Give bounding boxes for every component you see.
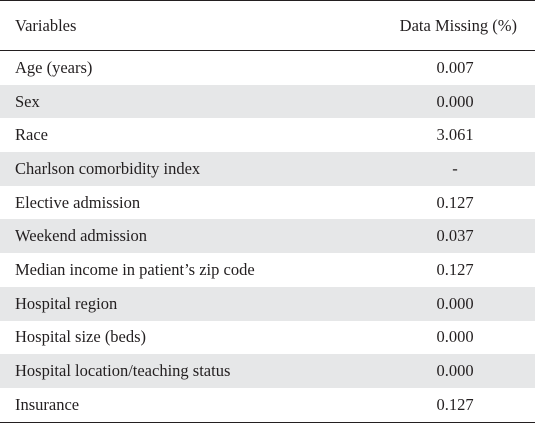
table-row: Age (years) 0.007 — [0, 51, 535, 85]
missing-cell: 0.007 — [436, 57, 474, 77]
table-row: Sex 0.000 — [0, 84, 535, 119]
table-header: Variables Data Missing (%) — [0, 1, 535, 51]
variable-cell: Race — [15, 125, 48, 145]
header-data-missing: Data Missing (%) — [399, 15, 517, 35]
variable-cell: Weekend admission — [15, 226, 148, 246]
table-row: Median income in patient’s zip code 0.12… — [0, 253, 535, 287]
table-row: Hospital location/teaching status 0.000 — [0, 354, 535, 388]
variable-cell: Hospital location/teaching status — [15, 361, 231, 381]
table-row: Weekend admission 0.037 — [0, 219, 535, 254]
missing-cell: 0.000 — [436, 293, 474, 313]
missing-cell: 0.000 — [436, 361, 474, 381]
variable-cell: Insurance — [15, 394, 80, 414]
variable-cell: Elective admission — [15, 192, 141, 212]
missing-cell: 0.127 — [436, 394, 474, 414]
table-row: Insurance 0.127 — [0, 388, 535, 422]
variable-cell: Hospital region — [15, 293, 118, 313]
variable-cell: Hospital size (beds) — [15, 327, 147, 347]
variable-cell: Charlson comorbidity index — [15, 158, 201, 178]
missing-cell: 0.000 — [436, 327, 474, 347]
table-row: Hospital size (beds) 0.000 — [0, 321, 535, 355]
variable-cell: Sex — [15, 91, 40, 111]
missing-cell: 0.127 — [436, 192, 474, 212]
table-row: Charlson comorbidity index - — [0, 152, 535, 186]
table-row: Hospital region 0.000 — [0, 286, 535, 321]
missing-cell: 3.061 — [436, 125, 474, 145]
header-variables: Variables — [15, 15, 77, 35]
variable-cell: Age (years) — [15, 57, 93, 77]
missing-cell: 0.000 — [436, 91, 474, 111]
table-row: Race 3.061 — [0, 118, 535, 152]
table-row: Elective admission 0.127 — [0, 186, 535, 220]
variable-cell: Median income in patient’s zip code — [15, 259, 255, 279]
missing-cell: - — [452, 158, 458, 178]
missing-cell: 0.127 — [436, 259, 474, 279]
missing-cell: 0.037 — [436, 226, 474, 246]
